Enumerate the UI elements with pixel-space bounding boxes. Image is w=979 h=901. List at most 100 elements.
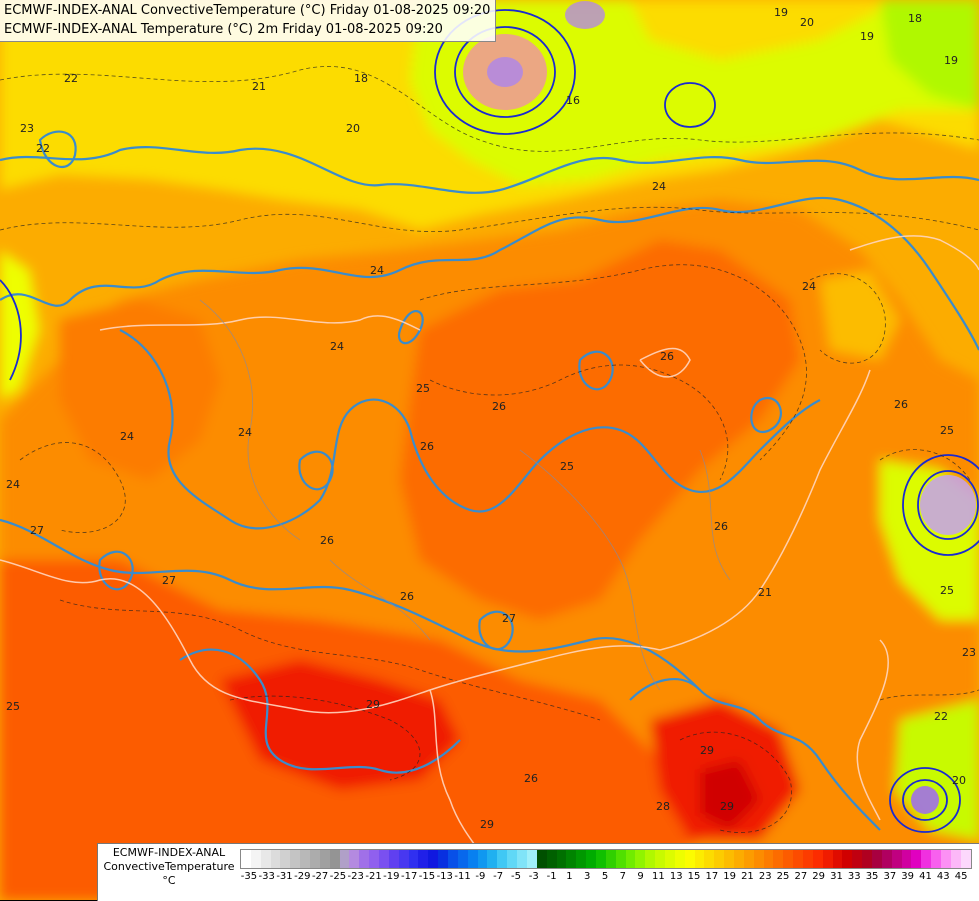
legend-tick-labels: -35 -33 -31 -29 -27 -25 -23 -21 -19 -17 -15 -13 -11-… (240, 869, 979, 885)
legend-tick: -3 (528, 871, 539, 882)
isotherm-label: 24 (802, 280, 816, 293)
legend-tick: -21 (365, 871, 382, 882)
legend-swatch (428, 850, 439, 868)
isotherm-label: 18 (354, 72, 368, 85)
legend-tick: 5 (601, 871, 609, 882)
legend-swatch (260, 850, 271, 868)
isotherm-label: 19 (944, 54, 958, 67)
legend-tick: -19 (383, 871, 400, 882)
legend-swatch (802, 850, 813, 868)
fill-zone-warm-west (60, 300, 220, 480)
isotherm-line (0, 196, 979, 351)
legend-swatch (477, 850, 488, 868)
legend-tick: 17 (705, 871, 719, 882)
fill-zone-lime (410, 0, 979, 185)
legend-swatch (586, 850, 596, 868)
isotherm-label: 24 (652, 180, 666, 193)
border-line (856, 639, 889, 821)
legend-tick: 3 (584, 871, 591, 882)
legend-swatch (793, 850, 803, 868)
isotherm-label: 26 (492, 400, 506, 413)
legend-swatch (438, 850, 449, 868)
cold-contours (0, 9, 979, 833)
legend-tick: -35 (240, 871, 258, 882)
legend-tick: -23 (347, 871, 364, 882)
legend-tick: 45 (954, 871, 968, 882)
isotherm-label: 19 (860, 30, 874, 43)
legend-tick: 41 (919, 871, 932, 882)
legend-swatch (507, 850, 518, 868)
legend-tick: -29 (294, 871, 311, 882)
isotherm-labels: 19 20 18 19 22 21 23 22 18 20 16 24 24 2… (6, 6, 976, 831)
legend-swatch (881, 850, 892, 868)
legend-swatch (941, 850, 951, 868)
cold-pocket-southeast (911, 786, 939, 814)
legend-tick: -13 (436, 871, 453, 882)
legend-tick: 37 (883, 871, 897, 882)
legend-swatch (556, 850, 567, 868)
legend-tick: 39 (901, 871, 915, 882)
isotherm-label: 28 (656, 800, 670, 813)
legend-tick: 7 (619, 871, 626, 882)
isotherm-label: 29 (366, 698, 380, 711)
isotherm-label: 24 (238, 426, 252, 439)
legend-tick: 29 (812, 871, 826, 882)
isotherm-contours (0, 130, 979, 831)
isotherm-label: 16 (566, 94, 580, 107)
isotherm-line (0, 146, 979, 194)
isotherm-label: 29 (700, 744, 714, 757)
legend-swatch (911, 850, 922, 868)
legend-tick: -33 (258, 871, 275, 882)
fill-zone-yellow-east (820, 270, 900, 360)
legend-tick: 11 (652, 871, 665, 882)
legend-swatch (714, 850, 725, 868)
legend-swatch (842, 850, 853, 868)
isotherm-label: 24 (6, 478, 20, 491)
legend-swatch (310, 850, 320, 868)
legend-swatch (625, 850, 636, 868)
legend-tick: -17 (400, 871, 418, 882)
legend-tick: 21 (741, 871, 754, 882)
legend-swatch (872, 850, 882, 868)
legend-swatch (241, 850, 251, 868)
legend-swatch (329, 850, 340, 868)
legend-tick: 9 (637, 871, 644, 882)
country-borders (0, 235, 979, 881)
isotherm-label: 20 (800, 16, 814, 29)
isotherm-line (119, 329, 412, 530)
legend-swatch (931, 850, 942, 868)
fill-zone-warm-centre (400, 240, 800, 620)
isotherm-label: 26 (320, 534, 334, 547)
legend-tick: -7 (493, 871, 504, 882)
map-title-box: ECMWF-INDEX-ANAL ConvectiveTemperature (… (0, 0, 497, 42)
legend-tick: -25 (329, 871, 347, 882)
isotherm-label: 23 (962, 646, 976, 659)
isotherm-label: 25 (560, 460, 574, 473)
isotherm-label: 26 (420, 440, 434, 453)
fill-zone-hot-south (220, 660, 460, 790)
isotherm-label: 25 (416, 382, 430, 395)
cold-pocket-north-core (487, 57, 523, 87)
isotherm-line (0, 518, 701, 691)
isotherm-label: 20 (952, 774, 966, 787)
legend-swatch (605, 850, 616, 868)
legend-swatch (359, 850, 370, 868)
legend-swatch (645, 850, 656, 868)
isotherm-label: 22 (36, 142, 50, 155)
isotherm-label: 22 (64, 72, 78, 85)
legend-swatch (753, 850, 764, 868)
isotherm-label: 27 (30, 524, 44, 537)
legend-swatch (615, 850, 626, 868)
legend-tick: 1 (566, 871, 573, 882)
isotherm-label: 27 (162, 574, 176, 587)
isotherm-line (38, 130, 77, 168)
border-line (0, 559, 661, 714)
isotherm-label: 21 (252, 80, 266, 93)
legend-unit: °C (162, 874, 176, 887)
legend-tick: 43 (936, 871, 950, 882)
legend-swatch (270, 850, 281, 868)
border-line (849, 235, 979, 271)
border-line (639, 347, 691, 378)
legend-swatch (339, 850, 350, 868)
legend-tick: 23 (758, 871, 772, 882)
